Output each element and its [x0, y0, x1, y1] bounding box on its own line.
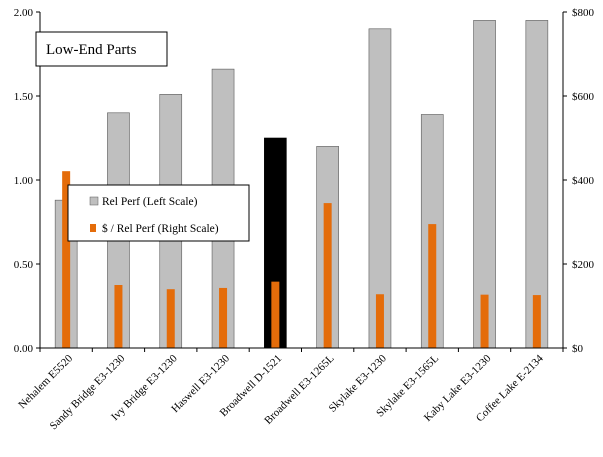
category-label: Nehalem E5520 [16, 352, 75, 411]
right-tick-label: $0 [572, 343, 584, 355]
price-per-perf-bar [480, 294, 489, 348]
chart-title-box: Low-End Parts [35, 31, 168, 67]
price-per-perf-bar [219, 287, 228, 348]
left-tick-label: 0.50 [14, 259, 34, 271]
price-per-perf-bar [428, 224, 437, 348]
price-per-perf-bar [62, 171, 71, 348]
price-per-perf-bar [114, 285, 123, 348]
price-per-perf-bar [166, 289, 175, 348]
right-tick-label: $200 [572, 259, 595, 271]
axes-layer [36, 11, 567, 352]
left-tick-labels: 0.00 0.50 1.00 1.50 2.00 [14, 7, 34, 355]
left-tick-label: 2.00 [14, 7, 34, 19]
legend-label-rel-perf: Rel Perf (Left Scale) [102, 196, 198, 208]
right-tick-label: $800 [572, 7, 595, 19]
price-per-perf-bar [271, 281, 280, 348]
price-per-perf-bar [375, 294, 384, 348]
left-tick-label: 1.00 [14, 175, 34, 187]
legend: Rel Perf (Left Scale) $ / Rel Perf (Righ… [67, 184, 250, 242]
legend-swatch-price-per-perf [90, 224, 96, 232]
legend-swatch-rel-perf [89, 196, 99, 206]
legend-label-price-per-perf: $ / Rel Perf (Right Scale) [102, 222, 219, 235]
left-tick-label: 1.50 [14, 91, 34, 103]
price-per-perf-bar [532, 295, 541, 348]
chart-title: Low-End Parts [46, 42, 137, 58]
price-per-perf-bar [323, 203, 332, 348]
right-tick-label: $600 [572, 91, 595, 103]
left-tick-label: 0.00 [14, 343, 34, 355]
bars-layer [54, 20, 549, 349]
right-tick-label: $400 [572, 175, 595, 187]
right-tick-labels: $0 $200 $400 $600 $800 [572, 7, 595, 355]
